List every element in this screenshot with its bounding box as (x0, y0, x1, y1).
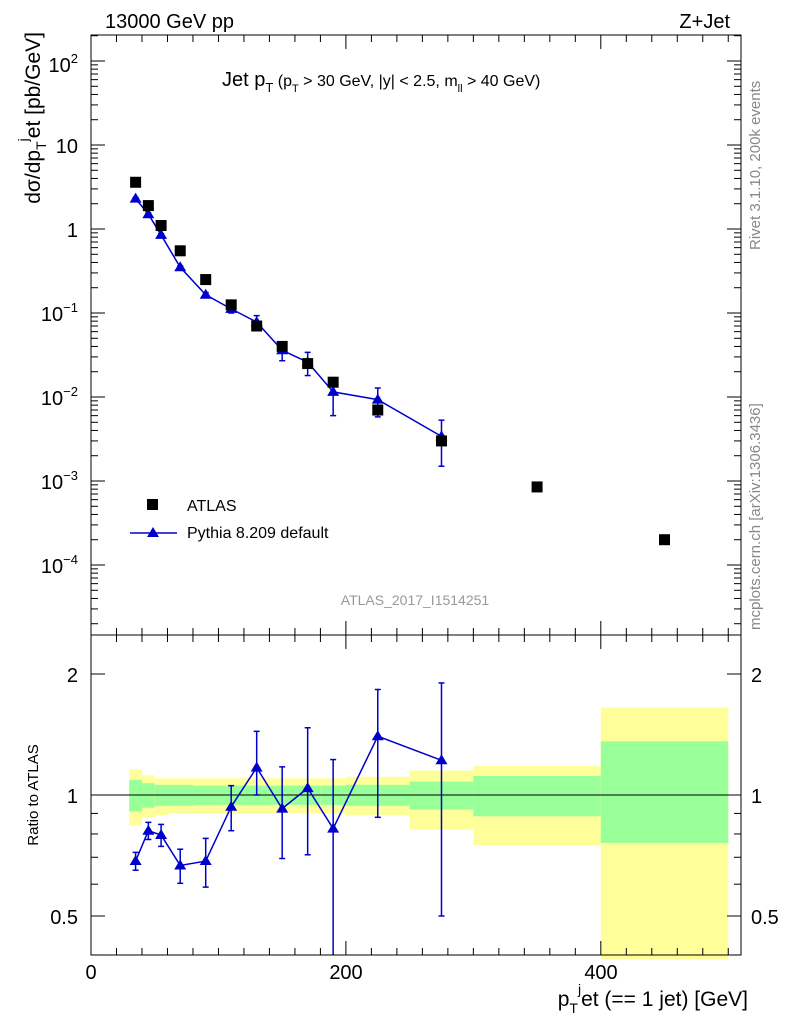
xlabel: pTjet (== 1 jet) [GeV] (558, 981, 748, 1016)
mc-marker (129, 192, 142, 203)
data-marker (225, 299, 237, 311)
plot-title: Jet pT (pT > 30 GeV, |y| < 2.5, mll > 40… (222, 69, 540, 95)
ratio-marker (225, 800, 238, 811)
data-marker (276, 340, 288, 352)
data-marker (251, 320, 263, 332)
process-label: Z+Jet (679, 11, 730, 33)
ratio-ylabel: Ratio to ATLAS (25, 744, 42, 845)
data-marker (659, 534, 671, 546)
legend-atlas-marker (147, 499, 158, 510)
xtick-label-400: 400 (584, 962, 617, 984)
ytick-label-1e0: 1 (67, 220, 78, 242)
ratio-marker (129, 855, 142, 866)
mc-marker (155, 228, 168, 239)
ratio-marker (276, 802, 289, 813)
mc-marker (199, 288, 212, 299)
data-marker (174, 245, 186, 257)
data-marker (142, 200, 154, 212)
band-inner (129, 779, 142, 812)
top-ytick-labels: 102 10 1 10−1 10−2 10−3 10−4 (41, 51, 78, 578)
ytick-label-1em3: 10−3 (41, 468, 78, 494)
mc-marker (142, 208, 155, 219)
data-marker (155, 220, 167, 232)
ratio-ytick-label-right-2: 2 (751, 665, 762, 687)
mc-marker (327, 385, 340, 396)
ytick-label-1e1: 10 (56, 136, 78, 158)
ratio-ytick-label-right-1: 1 (751, 786, 762, 808)
ratio-marker (435, 754, 448, 765)
ratio-ytick-label-2: 2 (67, 665, 78, 687)
ytick-label-1em2: 10−2 (41, 384, 78, 410)
legend-pythia-marker (147, 527, 159, 537)
ratio-mc-series (129, 682, 448, 955)
bottom-panel: 0.5 1 2 0.5 1 2 0 200 400 Ratio to ATLAS… (25, 634, 779, 1016)
top-panel: 102 10 1 10−1 10−2 10−3 10−4 dσ/dpTjet [… (15, 32, 742, 636)
rivet-label: Rivet 3.1.10, 200k events (747, 81, 764, 250)
data-marker (531, 481, 543, 493)
energy-label: 13000 GeV pp (105, 11, 234, 33)
ratio-ytick-label-right-0p5: 0.5 (751, 907, 779, 929)
data-marker (372, 404, 384, 416)
band-inner (473, 775, 601, 817)
ratio-marker (250, 761, 263, 772)
ratio-marker (327, 822, 340, 833)
ratio-marker (199, 855, 212, 866)
data-marker (200, 274, 212, 286)
ratio-marker (174, 859, 187, 870)
data-marker (130, 176, 142, 188)
ratio-ytick-label-1: 1 (67, 786, 78, 808)
data-marker (435, 435, 447, 447)
mc-marker (174, 261, 187, 272)
top-mc-series (129, 192, 448, 467)
bottom-frame (90, 634, 742, 956)
ratio-marker (155, 829, 168, 840)
legend-atlas-label: ATLAS (187, 498, 237, 515)
top-axis-ticks (90, 35, 741, 635)
ratio-marker (142, 824, 155, 835)
analysis-id: ATLAS_2017_I1514251 (341, 592, 490, 608)
band-inner (600, 741, 729, 843)
ytick-label-1em4: 10−4 (41, 552, 78, 578)
mc-marker (371, 393, 384, 404)
xtick-label-200: 200 (329, 962, 362, 984)
top-ylabel: dσ/dpTjet [pb/GeV] (15, 32, 49, 204)
top-frame (90, 34, 742, 636)
top-data-series (130, 176, 671, 546)
mcplots-label: mcplots.cern.ch [arXiv:1306.3436] (747, 403, 764, 630)
ratio-marker (371, 730, 384, 741)
ratio-marker (301, 782, 314, 793)
data-marker (327, 376, 339, 388)
data-marker (302, 358, 314, 370)
ytick-label-1em1: 10−1 (41, 300, 78, 326)
xtick-label-0: 0 (85, 962, 96, 984)
legend: ATLAS Pythia 8.209 default (130, 498, 329, 542)
legend-pythia-label: Pythia 8.209 default (187, 525, 329, 542)
ytick-label-1e2: 102 (49, 51, 78, 77)
ratio-ytick-label-0p5: 0.5 (50, 907, 78, 929)
mc-line (135, 198, 442, 438)
